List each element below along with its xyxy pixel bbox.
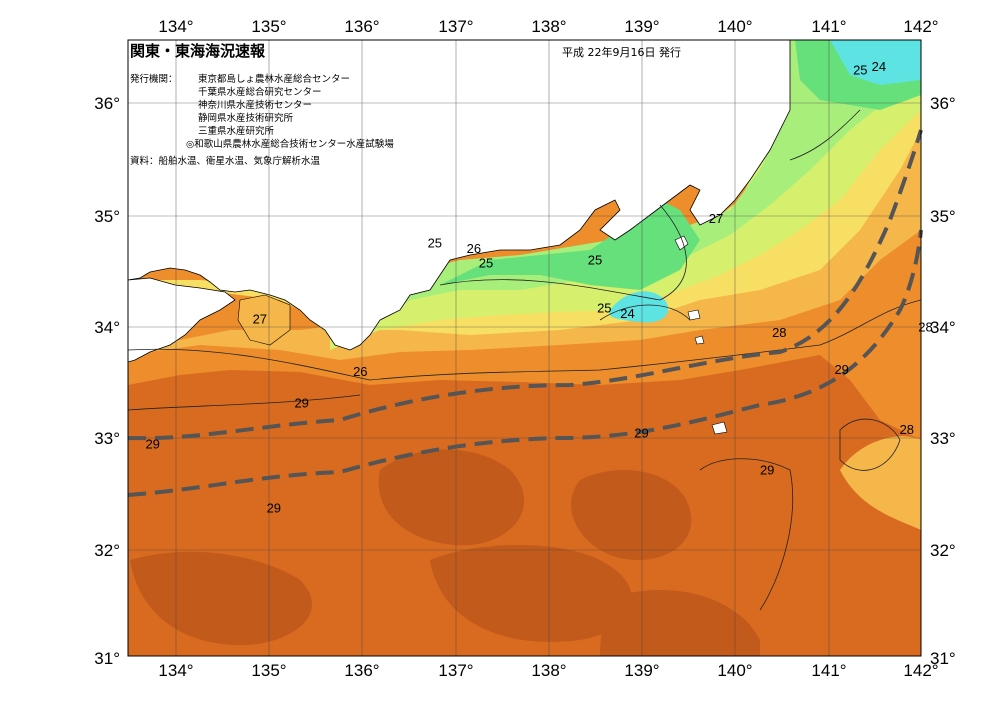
top-longitude-labels: 134° 135° 136° 137° 138° 139° 140° 141° … [158, 17, 938, 36]
land-shikoku [128, 277, 236, 363]
sea-region-hot-patch [130, 551, 312, 646]
lat-label-right: 33° [930, 429, 956, 448]
lon-label-bottom: 142° [903, 661, 938, 680]
sea-region-hot-patch [571, 470, 692, 560]
lat-label-left: 36° [94, 94, 120, 113]
lon-label-bottom: 141° [811, 661, 846, 680]
lon-label-bottom: 135° [251, 661, 286, 680]
isotherm-lines [128, 109, 921, 611]
isotherm-label: 29 [760, 462, 774, 477]
publisher-3: 神奈川県水産技術センター [198, 99, 312, 111]
land-hachijo [711, 421, 728, 435]
publisher-6: ◎和歌山県農林水産総合技術センター水産試験場 [186, 138, 394, 150]
left-latitude-labels: 36° 35° 34° 33° 32° 31° [94, 94, 120, 668]
sea-region-hot-patch [378, 449, 525, 546]
isotherm-label: 25 [479, 256, 493, 271]
data-source: 資料：船舶水温、衛星水温、気象庁解析水温 [130, 155, 321, 167]
lon-label-top: 137° [438, 17, 473, 36]
lat-label-left: 34° [94, 318, 120, 337]
lon-label-top: 134° [158, 17, 193, 36]
isotherm-label: 27 [253, 312, 267, 327]
lon-label-bottom: 140° [717, 661, 752, 680]
lon-label-top: 141° [811, 17, 846, 36]
publisher-5: 三重県水産研究所 [198, 125, 275, 137]
isotherm-label: 28 [900, 422, 914, 437]
lat-label-right: 32° [930, 541, 956, 560]
isotherm-label: 25 [588, 252, 602, 267]
isotherm-label: 29 [145, 437, 159, 452]
sea-region-hot-patch [600, 590, 760, 656]
lat-label-right: 36° [930, 94, 956, 113]
sea-region-yellow [128, 100, 921, 335]
lon-label-bottom: 136° [344, 661, 379, 680]
isotherm-label: 24 [872, 59, 886, 74]
isotherm-label: 26 [353, 364, 367, 379]
map-title: 関東・東海海況速報 [130, 42, 266, 60]
graticule [128, 40, 921, 656]
lon-label-top: 138° [531, 17, 566, 36]
isotherm-label: 26 [467, 241, 481, 256]
sea-region-cyan-northeast [830, 40, 921, 85]
lon-label-bottom: 139° [624, 661, 659, 680]
land-honshu [128, 40, 791, 351]
sea-region-light-green [360, 40, 921, 330]
isotherm-label: 24 [620, 306, 634, 321]
lon-label-top: 140° [717, 17, 752, 36]
lon-label-top: 142° [903, 17, 938, 36]
publisher-4: 静岡県水産技術研究所 [198, 112, 294, 124]
lon-label-top: 136° [344, 17, 379, 36]
lat-label-left: 35° [94, 207, 120, 226]
lat-label-right: 35° [930, 207, 956, 226]
lat-label-left: 31° [94, 649, 120, 668]
isotherm-label: 29 [294, 395, 308, 410]
land-miyake [694, 335, 705, 345]
sea-region-hot-patch [430, 545, 633, 642]
right-latitude-labels: 36° 35° 34° 33° 32° 31° [930, 94, 956, 668]
publisher-1: 東京都島しょ農林水産総合センター [198, 73, 350, 85]
lon-label-top: 139° [624, 17, 659, 36]
bottom-longitude-labels: 134° 135° 136° 137° 138° 139° 140° 141° … [158, 661, 938, 680]
lon-label-bottom: 134° [158, 661, 193, 680]
isotherm-label: 29 [834, 362, 848, 377]
sea-region-light-orange-east [840, 436, 921, 530]
lon-label-bottom: 137° [438, 661, 473, 680]
isotherm-label: 29 [634, 426, 648, 441]
land-kozushima [687, 309, 701, 321]
isotherm-label: 28 [918, 319, 932, 334]
issue-date: 平成 22年9月16日 発行 [562, 45, 681, 59]
publisher-2: 千葉県水産総合研究センター [198, 86, 322, 98]
lat-label-right: 34° [930, 318, 956, 337]
sea-region-light-orange [128, 120, 921, 360]
lat-label-left: 32° [94, 541, 120, 560]
publisher-label: 発行機関： [130, 73, 178, 85]
isotherm-label: 25 [853, 63, 867, 78]
lon-label-bottom: 138° [531, 661, 566, 680]
lat-label-right: 31° [930, 649, 956, 668]
lon-label-top: 135° [251, 17, 286, 36]
isotherm-label: 27 [709, 211, 723, 226]
isotherm-label: 25 [597, 300, 611, 315]
isotherm-label: 25 [428, 236, 442, 251]
isotherm-label: 28 [772, 325, 786, 340]
kuroshio-axis [127, 129, 923, 497]
plot-frame [127, 39, 922, 657]
lat-label-left: 33° [94, 429, 120, 448]
isotherm-label: 29 [267, 500, 281, 515]
